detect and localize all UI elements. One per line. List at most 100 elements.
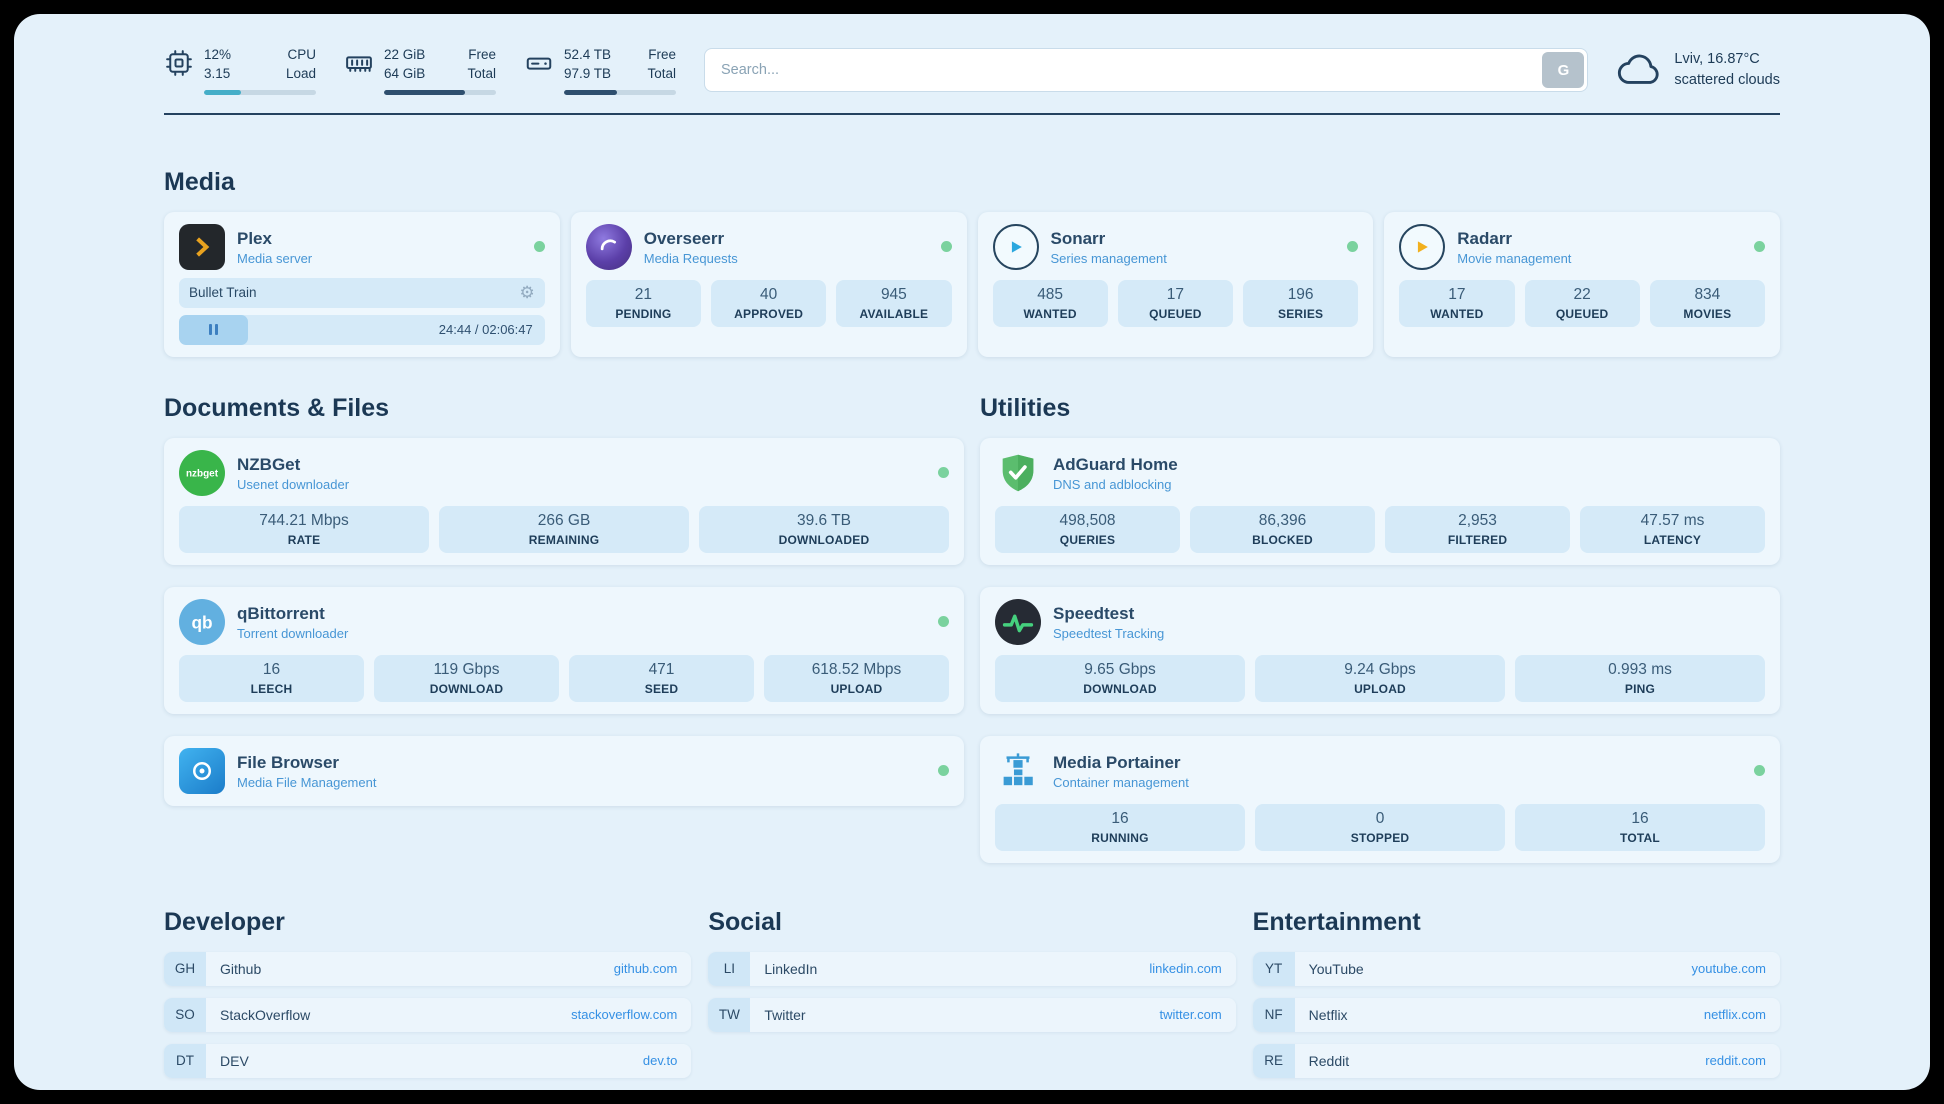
stat-tile: 485 WANTED — [992, 279, 1108, 327]
ram-total-value: 64 GiB — [384, 65, 426, 81]
stat-label: PENDING — [615, 306, 672, 321]
status-dot — [938, 467, 949, 479]
bookmark-dev[interactable]: DT DEV dev.to — [164, 1043, 692, 1078]
stat-value: 834 — [1694, 285, 1721, 303]
stat-label: DOWNLOADED — [778, 532, 870, 547]
stat-label: DOWNLOAD — [1083, 681, 1157, 696]
bookmark-reddit[interactable]: RE Reddit reddit.com — [1252, 1043, 1780, 1078]
stat-value: 39.6 TB — [796, 511, 851, 529]
bookmark-youtube[interactable]: YT YouTube youtube.com — [1252, 951, 1780, 986]
qbittorrent-icon: qb — [179, 598, 225, 645]
plex-icon — [179, 223, 225, 270]
header-divider — [164, 112, 1780, 115]
bookmark-url: stackoverflow.com — [571, 1007, 678, 1023]
bookmark-github[interactable]: GH Github github.com — [164, 951, 692, 986]
card-filebrowser[interactable]: File Browser Media File Management — [164, 735, 964, 806]
stat-tile: 47.57 ms LATENCY — [1580, 505, 1765, 553]
status-dot — [1754, 241, 1765, 253]
card-sonarr[interactable]: Sonarr Series management 485 WANTED 17 Q… — [977, 211, 1374, 357]
bookmark-abbr: TW — [708, 997, 751, 1032]
gear-icon[interactable]: ⚙ — [519, 283, 535, 303]
cpu-icon — [166, 50, 192, 76]
plex-now-playing-row: Bullet Train ⚙ — [179, 277, 545, 308]
status-dot — [938, 765, 949, 777]
cpu-load-label: Load — [285, 65, 316, 81]
plex-now-playing-title: Bullet Train — [189, 285, 257, 301]
bookmark-abbr: SO — [164, 997, 206, 1032]
card-radarr[interactable]: Radarr Movie management 17 WANTED 22 QUE… — [1384, 211, 1780, 357]
card-speedtest[interactable]: Speedtest Speedtest Tracking 9.65 Gbps D… — [980, 586, 1780, 714]
stat-label: WANTED — [1430, 306, 1484, 321]
stat-value: 22 — [1573, 285, 1591, 303]
stat-tile: 618.52 Mbps UPLOAD — [764, 654, 949, 702]
stat-tile: 266 GB REMAINING — [439, 505, 689, 553]
stat-label: MOVIES — [1683, 306, 1732, 321]
bookmark-name: StackOverflow — [220, 1006, 311, 1023]
plex-name: Plex — [237, 228, 272, 248]
stat-value: 9.65 Gbps — [1084, 660, 1156, 678]
card-overseerr[interactable]: Overseerr Media Requests 21 PENDING 40 A… — [570, 211, 967, 357]
card-plex[interactable]: Plex Media server Bullet Train ⚙ 24:44 /… — [164, 211, 560, 357]
section-documents: Documents & Files nzbget NZBGet Usenet d… — [164, 393, 964, 863]
stat-label: BLOCKED — [1252, 532, 1313, 547]
stat-value: 0 — [1375, 809, 1385, 827]
speedtest-name: Speedtest — [1053, 603, 1135, 623]
ram-total-label: Total — [467, 65, 496, 81]
stat-label: TOTAL — [1620, 830, 1660, 845]
overseerr-icon — [585, 223, 632, 270]
bookmark-abbr: RE — [1252, 1043, 1295, 1078]
card-portainer[interactable]: Media Portainer Container management 16 … — [980, 735, 1780, 863]
bookmark-name: Twitter — [764, 1006, 806, 1023]
bookmark-url: github.com — [613, 961, 678, 977]
card-nzbget[interactable]: nzbget NZBGet Usenet downloader 744.21 M… — [164, 437, 964, 565]
stat-label: UPLOAD — [1354, 681, 1406, 696]
disk-free-label: Free — [648, 47, 676, 62]
stat-tile: 16 LEECH — [179, 654, 364, 702]
adguard-subtitle: DNS and adblocking — [1053, 476, 1172, 492]
stat-value: 47.57 ms — [1640, 511, 1705, 529]
svg-text:nzbget: nzbget — [186, 468, 219, 479]
bookmark-linkedin[interactable]: LI LinkedIn linkedin.com — [708, 951, 1236, 986]
stat-value: 9.24 Gbps — [1344, 660, 1416, 678]
stat-value: 196 — [1287, 285, 1314, 303]
radarr-icon — [1399, 223, 1446, 270]
bookmark-twitter[interactable]: TW Twitter twitter.com — [708, 997, 1236, 1032]
stat-value: 945 — [880, 285, 907, 303]
stat-label: SEED — [644, 681, 679, 696]
speedtest-icon — [995, 598, 1041, 645]
bookmark-url: reddit.com — [1705, 1053, 1766, 1069]
card-qbittorrent[interactable]: qb qBittorrent Torrent downloader 16 LEE… — [164, 586, 964, 714]
status-dot — [1754, 765, 1765, 777]
stat-label: FILTERED — [1447, 532, 1508, 547]
stat-tile: 16 TOTAL — [1515, 803, 1765, 851]
cpu-value: 12% — [204, 47, 232, 62]
speedtest-subtitle: Speedtest Tracking — [1053, 625, 1165, 641]
stat-label: RATE — [287, 532, 321, 547]
section-developer: Developer GH Github github.com SO StackO… — [164, 907, 692, 1078]
card-adguard[interactable]: AdGuard Home DNS and adblocking 498,508 … — [980, 437, 1780, 565]
search-input[interactable] — [704, 48, 1589, 93]
bookmark-name: LinkedIn — [764, 960, 818, 977]
stat-tile: 40 APPROVED — [711, 279, 827, 327]
filebrowser-subtitle: Media File Management — [237, 774, 377, 790]
portainer-subtitle: Container management — [1053, 774, 1189, 790]
disk-icon — [526, 57, 552, 70]
overseerr-name: Overseerr — [643, 228, 725, 248]
stat-tile: 86,396 BLOCKED — [1190, 505, 1375, 553]
stat-label: QUEUED — [1149, 306, 1202, 321]
bookmark-abbr: DT — [164, 1043, 206, 1078]
adguard-icon — [995, 450, 1041, 496]
search-go-button[interactable]: G — [1542, 52, 1585, 89]
plex-elapsed-total: 24:44 / 02:06:47 — [438, 322, 533, 338]
stat-label: LATENCY — [1643, 532, 1702, 547]
bookmark-name: Reddit — [1308, 1052, 1350, 1069]
weather-location: Lviv, 16.87°C — [1674, 50, 1760, 67]
weather-condition: scattered clouds — [1674, 72, 1780, 89]
stat-value: 16 — [262, 660, 281, 678]
stat-value: 86,396 — [1258, 511, 1307, 529]
stat-tile: 945 AVAILABLE — [836, 279, 952, 327]
bookmark-stackoverflow[interactable]: SO StackOverflow stackoverflow.com — [164, 997, 692, 1032]
bookmark-netflix[interactable]: NF Netflix netflix.com — [1252, 997, 1780, 1032]
plex-playback-progress[interactable]: 24:44 / 02:06:47 — [179, 314, 545, 345]
stat-value: 119 Gbps — [433, 660, 500, 678]
